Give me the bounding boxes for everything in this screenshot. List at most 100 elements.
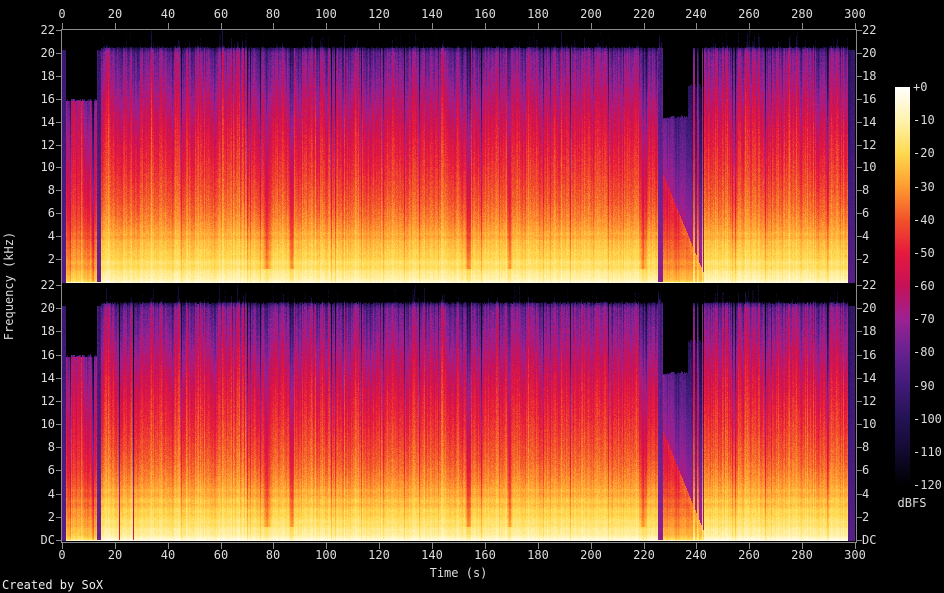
freq-tick-label: 2 [47,510,55,524]
freq-tick-label: 6 [47,206,55,220]
freq-tick-label: 12 [862,394,877,408]
freq-tick-mark [56,424,62,425]
freq-tick-label: 2 [47,252,55,266]
time-tick-mark [591,23,592,29]
freq-tick-mark [56,167,62,168]
freq-tick-mark [56,76,62,77]
time-tick-label: 40 [160,548,176,562]
time-tick-mark [485,23,486,29]
time-tick-mark [591,543,592,549]
freq-tick-label: 12 [40,138,55,152]
created-by-sox-credit: Created by SoX [2,578,104,592]
freq-tick-label: 6 [862,463,870,477]
freq-tick-mark [856,236,862,237]
time-tick-label: 220 [633,548,655,562]
freq-tick-mark [56,30,62,31]
time-tick-label: 280 [791,548,813,562]
time-tick-label: 300 [844,548,866,562]
freq-tick-label: 6 [47,463,55,477]
db-tick-label: -60 [913,279,935,293]
spectrogram-canvas-channel-2 [62,285,855,541]
db-tick-label: -10 [913,113,935,127]
freq-tick-mark [856,285,862,286]
top-axis-line [61,29,857,30]
freq-tick-label: 4 [47,229,55,243]
freq-tick-label: 10 [862,160,877,174]
time-tick-label: 240 [685,548,707,562]
freq-tick-label: 18 [862,324,877,338]
freq-tick-mark [56,53,62,54]
time-tick-label: 200 [580,7,602,21]
colorbar-gradient [895,87,910,485]
y-axis-title: Frequency (kHz) [2,231,16,341]
time-tick-mark [273,543,274,549]
freq-tick-label: 8 [47,440,55,454]
freq-tick-mark [856,308,862,309]
freq-tick-mark [856,540,862,541]
db-tick-label: -80 [913,345,935,359]
time-tick-label: 60 [213,7,229,21]
freq-tick-mark [856,99,862,100]
freq-tick-label: 22 [862,278,877,292]
db-tick-label: +0 [913,80,928,94]
time-tick-label: 20 [107,548,123,562]
freq-tick-mark [56,236,62,237]
time-tick-label: 20 [107,7,123,21]
time-tick-label: 100 [315,7,337,21]
db-tick-label: -120 [913,478,942,492]
time-tick-mark [538,23,539,29]
time-tick-mark [644,23,645,29]
freq-tick-label: 10 [40,417,55,431]
spectrogram-canvas-channel-1 [62,30,855,283]
freq-tick-label: 6 [862,206,870,220]
freq-tick-label: 10 [40,160,55,174]
time-tick-mark [379,23,380,29]
time-tick-label: 140 [421,548,443,562]
time-tick-mark [379,543,380,549]
freq-tick-mark [56,470,62,471]
freq-tick-mark [856,30,862,31]
time-tick-label: 260 [738,7,760,21]
freq-tick-mark [56,447,62,448]
time-tick-mark [168,23,169,29]
bottom-axis-line [61,542,857,543]
freq-tick-label: 14 [40,371,55,385]
time-tick-mark [62,23,63,29]
time-tick-mark [749,543,750,549]
time-tick-mark [273,23,274,29]
freq-tick-mark [856,259,862,260]
freq-tick-label: 14 [862,371,877,385]
freq-tick-mark [56,285,62,286]
freq-tick-label: 8 [862,183,870,197]
time-tick-mark [326,543,327,549]
freq-tick-mark [56,190,62,191]
time-tick-mark [221,23,222,29]
db-tick-label: -90 [913,379,935,393]
freq-tick-label: 2 [862,510,870,524]
freq-tick-mark [856,447,862,448]
freq-tick-label: 2 [862,252,870,266]
freq-tick-label: 14 [862,115,877,129]
time-tick-label: 260 [738,548,760,562]
time-tick-label: 240 [685,7,707,21]
freq-tick-mark [856,355,862,356]
db-tick-label: -40 [913,213,935,227]
time-tick-label: 0 [58,548,66,562]
freq-tick-mark [856,53,862,54]
time-tick-label: 120 [368,548,390,562]
freq-tick-label: 4 [862,487,870,501]
db-tick-label: -30 [913,180,935,194]
freq-tick-label: 4 [862,229,870,243]
freq-tick-mark [56,308,62,309]
freq-tick-label: 8 [862,440,870,454]
time-tick-label: 40 [160,7,176,21]
freq-tick-mark [856,213,862,214]
freq-tick-label: 8 [47,183,55,197]
freq-tick-mark [56,331,62,332]
time-tick-mark [802,543,803,549]
time-tick-label: 200 [580,548,602,562]
freq-tick-mark [56,378,62,379]
freq-tick-mark [856,122,862,123]
freq-tick-mark [856,517,862,518]
